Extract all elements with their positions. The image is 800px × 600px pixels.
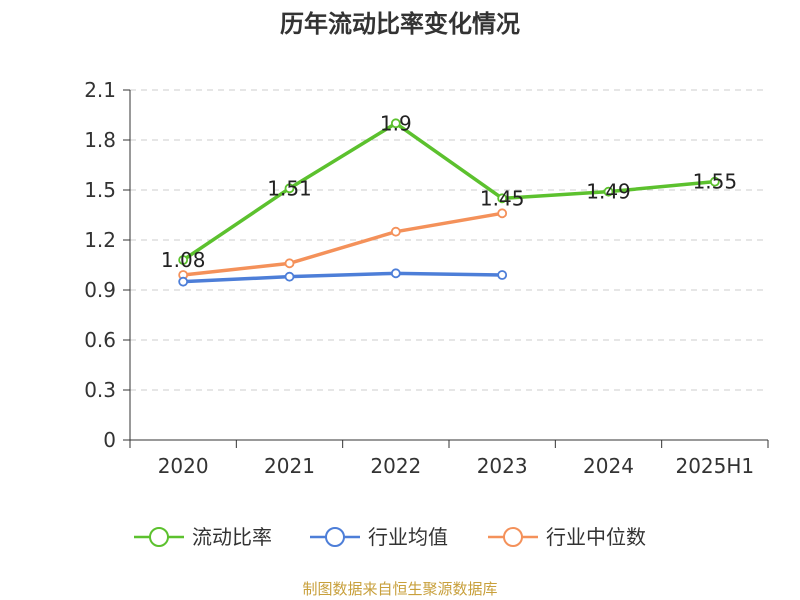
- x-tick-label: 2022: [370, 454, 421, 478]
- data-label: 1.08: [161, 248, 206, 272]
- series-0: [178, 118, 720, 265]
- y-tick-label: 0.9: [84, 278, 116, 302]
- data-labels: 1.08 1.51 1.9 1.45 1.49 1.55: [161, 111, 737, 272]
- legend-label: 行业均值: [368, 525, 448, 549]
- legend-label: 流动比率: [192, 525, 272, 549]
- y-tick-label: 1.8: [84, 128, 116, 152]
- source-note: 制图数据来自恒生聚源数据库: [302, 580, 497, 598]
- x-tick-label: 2024: [583, 454, 634, 478]
- data-label: 1.51: [267, 176, 312, 200]
- data-point[interactable]: [178, 276, 189, 287]
- x-tick-label: 2023: [477, 454, 528, 478]
- data-label: 1.45: [480, 186, 525, 210]
- data-point[interactable]: [709, 176, 720, 187]
- data-point[interactable]: [390, 268, 401, 279]
- data-point[interactable]: [178, 255, 189, 265]
- data-point[interactable]: [497, 193, 508, 204]
- data-label: 1.55: [693, 170, 738, 194]
- data-point[interactable]: [390, 118, 401, 129]
- x-tick-label: 2025H1: [675, 454, 754, 478]
- chart-title: 历年流动比率变化情况: [280, 10, 520, 38]
- legend-marker: [503, 527, 523, 547]
- y-tick-label: 0.3: [84, 378, 116, 402]
- legend[interactable]: 流动比率 行业均值 行业中位数: [134, 525, 646, 549]
- grid-lines: [130, 89, 768, 391]
- data-point[interactable]: [284, 258, 295, 269]
- data-label: 1.9: [380, 111, 412, 135]
- series-2: [178, 208, 508, 280]
- series-lines: [178, 118, 720, 287]
- legend-marker: [149, 527, 169, 547]
- legend-item-1[interactable]: 行业均值: [310, 525, 448, 549]
- data-point[interactable]: [603, 186, 614, 197]
- data-point[interactable]: [390, 226, 401, 237]
- data-label: 1.49: [586, 180, 631, 204]
- x-tick-label: 2021: [264, 454, 315, 478]
- y-tick-label: 0.6: [84, 328, 116, 352]
- legend-marker: [325, 527, 345, 547]
- series-line: [181, 121, 717, 262]
- series-line: [181, 271, 504, 284]
- legend-item-0[interactable]: 流动比率: [134, 525, 272, 549]
- axes: 0 0.3 0.6 0.9 1.2 1.5 1.8 2.1 2020 2021 2022 2023 20…: [84, 78, 769, 478]
- data-point[interactable]: [497, 208, 508, 219]
- series-line: [181, 211, 504, 277]
- data-point[interactable]: [284, 271, 295, 282]
- series-1: [178, 268, 508, 287]
- y-tick-label: 1.2: [84, 228, 116, 252]
- x-tick-label: 2020: [158, 454, 209, 478]
- y-tick-label: 1.5: [84, 178, 116, 202]
- y-tick-label: 2.1: [84, 78, 116, 102]
- y-tick-label: 0: [103, 428, 116, 452]
- data-point[interactable]: [284, 183, 295, 194]
- legend-item-2[interactable]: 行业中位数: [488, 525, 646, 549]
- legend-label: 行业中位数: [546, 525, 646, 549]
- data-point[interactable]: [497, 270, 508, 280]
